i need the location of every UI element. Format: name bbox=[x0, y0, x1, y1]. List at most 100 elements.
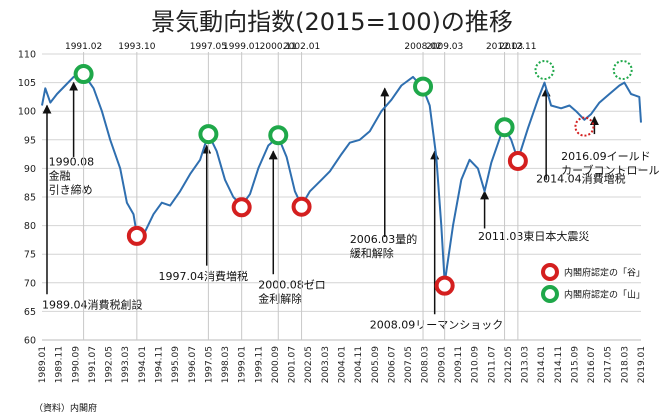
x-tick-label: 2011.07 bbox=[487, 346, 497, 383]
annotation-text: 2016.09イールド bbox=[561, 150, 651, 163]
x-tick-label: 1999.11 bbox=[254, 346, 264, 383]
x-tick-label: 1989.11 bbox=[55, 346, 65, 383]
legend-swatch bbox=[541, 285, 559, 303]
y-axis-ticks: 60 65 70 75 80 85 90 95 100 105 110 bbox=[18, 50, 36, 347]
y-tick-label: 80 bbox=[24, 221, 36, 232]
x-tick-label: 1991.07 bbox=[88, 346, 98, 383]
x-tick-label: 2018.03 bbox=[620, 346, 630, 383]
x-tick-label: 2014.11 bbox=[554, 346, 564, 383]
annotation-text: 2006.03量的 bbox=[350, 232, 418, 246]
annotation-text: 2008.09リーマンショック bbox=[370, 319, 504, 332]
peak-marker bbox=[612, 60, 633, 81]
legend-swatch bbox=[541, 263, 559, 281]
y-tick-label: 65 bbox=[24, 307, 36, 318]
x-tick-label: 1995.09 bbox=[171, 346, 181, 383]
turning-point-date: 2008.02 bbox=[404, 42, 441, 52]
annotation-text: 緩和解除 bbox=[350, 246, 394, 260]
turning-point-date: 2009.03 bbox=[426, 42, 463, 52]
annotation-text: 2011.03東日本大震災 bbox=[478, 229, 590, 243]
peak-marker bbox=[494, 117, 515, 138]
annotation-text: 金融 bbox=[49, 169, 71, 183]
trough-marker bbox=[434, 275, 455, 296]
x-tick-label: 2017.05 bbox=[604, 346, 614, 383]
x-tick-label: 2006.07 bbox=[387, 346, 397, 383]
x-tick-label: 2019.01 bbox=[637, 346, 647, 383]
x-tick-label: 1996.07 bbox=[188, 346, 198, 383]
turning-point-date: 2002.01 bbox=[283, 42, 320, 52]
x-tick-label: 2007.05 bbox=[404, 346, 414, 383]
x-tick-label: 1992.05 bbox=[105, 346, 115, 383]
source-note: （資料）内閣府 bbox=[34, 402, 97, 414]
peak-marker bbox=[198, 124, 219, 145]
annotation-text: カーブコントロール bbox=[561, 163, 659, 177]
trough-marker bbox=[291, 196, 312, 217]
x-tick-label: 2002.05 bbox=[304, 346, 314, 383]
annotation-text: 引き締め bbox=[49, 183, 93, 197]
legend-label: 内閣府認定の「谷」 bbox=[564, 267, 645, 279]
turning-point-date: 1997.05 bbox=[190, 42, 227, 52]
peak-marker bbox=[413, 76, 434, 97]
annotation-text: 金利解除 bbox=[258, 292, 302, 306]
peak-marker bbox=[268, 125, 289, 146]
x-tick-label: 1993.03 bbox=[121, 346, 131, 383]
x-tick-label: 2004.01 bbox=[338, 346, 348, 383]
turning-point-markers bbox=[73, 60, 633, 296]
turning-point-date: 1999.01 bbox=[223, 42, 260, 52]
x-tick-label: 2001.07 bbox=[288, 346, 298, 383]
x-tick-label: 2005.09 bbox=[371, 346, 381, 383]
x-tick-label: 1994.11 bbox=[154, 346, 164, 383]
series-line bbox=[41, 73, 642, 284]
x-tick-label: 2000.09 bbox=[271, 346, 281, 383]
x-tick-label: 2004.11 bbox=[354, 346, 364, 383]
x-tick-label: 2012.05 bbox=[504, 346, 514, 383]
x-tick-label: 2003.03 bbox=[321, 346, 331, 383]
y-tick-label: 110 bbox=[18, 50, 36, 61]
peak-marker bbox=[534, 60, 555, 81]
x-tick-label: 2013.03 bbox=[521, 346, 531, 383]
x-tick-label: 1989.01 bbox=[38, 346, 48, 383]
x-tick-label: 2010.09 bbox=[471, 346, 481, 383]
grid-lines bbox=[42, 53, 641, 341]
trough-marker bbox=[507, 150, 528, 171]
legend-label: 内閣府認定の「山」 bbox=[564, 289, 645, 301]
chart-title: 景気動向指数(2015=100)の推移 bbox=[151, 8, 513, 36]
x-tick-label: 2014.01 bbox=[537, 346, 547, 383]
trough-marker bbox=[574, 116, 595, 137]
turning-point-date: 1993.10 bbox=[118, 42, 155, 52]
trough-marker bbox=[231, 197, 252, 218]
annotation-text: 1990.08 bbox=[49, 156, 95, 169]
annotation-text: 1989.04消費税創設 bbox=[42, 298, 143, 312]
y-tick-label: 90 bbox=[24, 164, 36, 175]
y-tick-label: 100 bbox=[18, 107, 36, 118]
annotation-text: 2014.04消費増税 bbox=[536, 172, 626, 186]
x-tick-label: 1998.03 bbox=[221, 346, 231, 383]
x-tick-label: 1994.01 bbox=[138, 346, 148, 383]
annotation-text: 1997.04消費増税 bbox=[158, 269, 248, 283]
y-tick-label: 60 bbox=[24, 336, 36, 347]
x-tick-label: 2008.03 bbox=[421, 346, 431, 383]
peak-marker bbox=[73, 64, 94, 85]
x-tick-label: 1990.09 bbox=[71, 346, 81, 383]
x-tick-label: 1999.01 bbox=[238, 346, 248, 383]
trough-marker bbox=[126, 225, 147, 246]
turning-point-date: 2012.11 bbox=[499, 42, 536, 52]
y-tick-label: 85 bbox=[24, 193, 36, 204]
x-tick-label: 2009.11 bbox=[454, 346, 464, 383]
turning-point-date: 2000.11 bbox=[260, 42, 297, 52]
y-tick-label: 70 bbox=[24, 278, 36, 289]
turning-point-date: 2012.03 bbox=[486, 42, 523, 52]
x-tick-label: 2016.07 bbox=[587, 346, 597, 383]
y-tick-label: 75 bbox=[24, 250, 36, 261]
x-axis-ticks: 1989.01 1989.11 1990.09 1991.07 1992.05 1993.… bbox=[38, 346, 647, 383]
turning-point-date: 1991.02 bbox=[65, 42, 102, 52]
y-tick-label: 95 bbox=[24, 135, 36, 146]
y-tick-label: 105 bbox=[18, 78, 36, 89]
x-tick-label: 2015.09 bbox=[570, 346, 580, 383]
annotation-text: 2000.08ゼロ bbox=[258, 279, 326, 292]
legend: 内閣府認定の「谷」内閣府認定の「山」 bbox=[541, 263, 645, 303]
x-tick-label: 2009.01 bbox=[437, 346, 447, 383]
x-tick-label: 1997.05 bbox=[204, 346, 214, 383]
